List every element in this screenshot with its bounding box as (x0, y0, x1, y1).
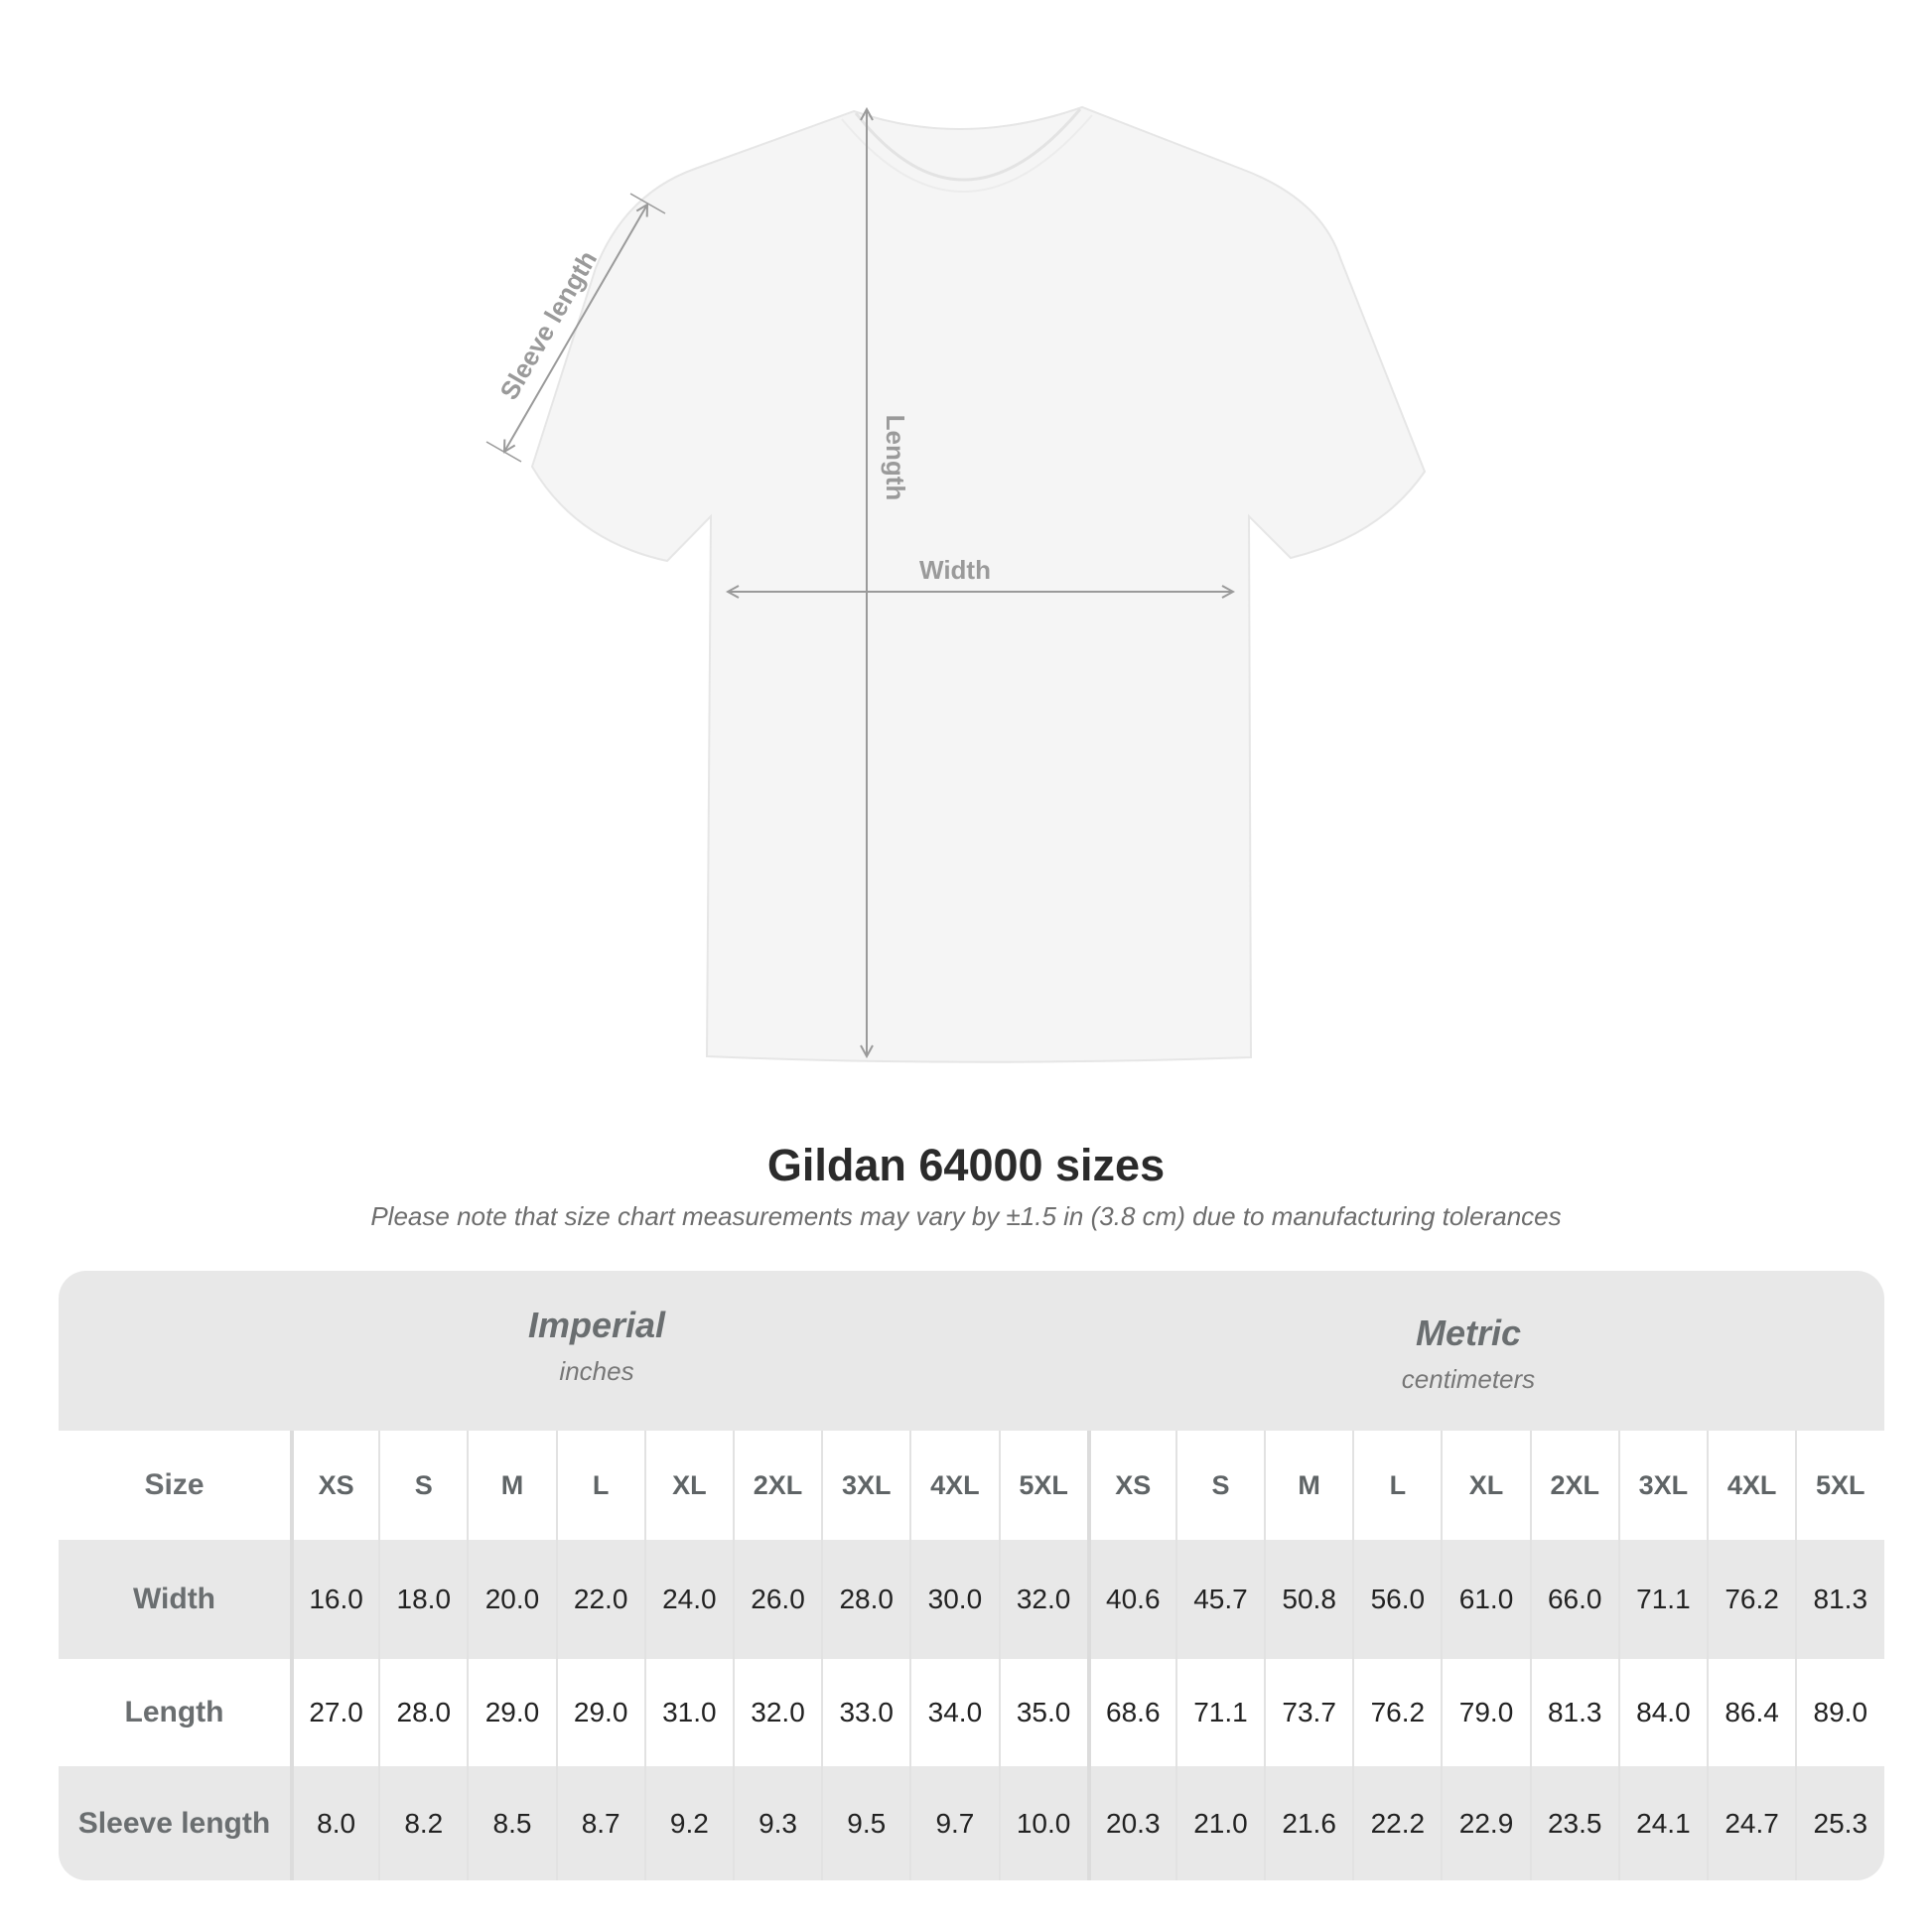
size-header-metric: 2XL (1529, 1431, 1618, 1540)
metric-value-cell: 71.1 (1174, 1659, 1264, 1766)
metric-header: Metric centimeters (1171, 1312, 1766, 1395)
metric-value-cell: 84.0 (1617, 1659, 1707, 1766)
size-header-imperial: 4XL (909, 1431, 998, 1540)
imperial-value-cell: 10.0 (998, 1766, 1087, 1880)
imperial-value-cell: 20.0 (467, 1540, 555, 1659)
imperial-value-cell: 9.5 (821, 1766, 909, 1880)
imperial-value-cell: 22.0 (555, 1540, 644, 1659)
imperial-value-cell: 30.0 (909, 1540, 998, 1659)
table-row: Width 16.0 18.0 20.0 22.0 24.0 26.0 28.0 30.0 32.… (59, 1540, 1884, 1659)
metric-value-cell: 68.6 (1086, 1659, 1175, 1766)
size-header-row: Size XS S M L XL 2XL 3XL 4XL 5XL XS S M L XL 2XL 3XL 4XL 5… (59, 1431, 1884, 1540)
imperial-value-cell: 8.0 (290, 1766, 378, 1880)
metric-value-cell: 76.2 (1707, 1540, 1795, 1659)
imperial-value-cell: 32.0 (732, 1659, 821, 1766)
row-label: Sleeve length (77, 1806, 271, 1840)
metric-value-cell: 76.2 (1352, 1659, 1441, 1766)
units-header: Imperial inches Metric centimeters (59, 1271, 1884, 1431)
imperial-value-cell: 8.5 (467, 1766, 555, 1880)
size-label: Size (144, 1468, 205, 1501)
metric-value-cell: 24.7 (1707, 1766, 1795, 1880)
size-header-metric: S (1174, 1431, 1264, 1540)
metric-value-cell: 79.0 (1441, 1659, 1529, 1766)
size-header-metric: 4XL (1707, 1431, 1795, 1540)
size-header-metric: XS (1086, 1431, 1175, 1540)
metric-value-cell: 20.3 (1086, 1766, 1175, 1880)
table-row: Length 27.0 28.0 29.0 29.0 31.0 32.0 33.0 34.0 35… (59, 1659, 1884, 1766)
metric-value-cell: 86.4 (1707, 1659, 1795, 1766)
size-header-imperial: XL (643, 1431, 733, 1540)
page-title: Gildan 64000 sizes (766, 1140, 1166, 1190)
imperial-value-cell: 8.7 (555, 1766, 644, 1880)
metric-value-cell: 24.1 (1617, 1766, 1707, 1880)
imperial-value-cell: 24.0 (643, 1540, 733, 1659)
table-row: Sleeve length 8.0 8.2 8.5 8.7 9.2 9.3 9.5 9.7 10.… (59, 1766, 1884, 1880)
size-header-imperial: 2XL (732, 1431, 821, 1540)
metric-value-cell: 21.0 (1174, 1766, 1264, 1880)
imperial-value-cell: 29.0 (467, 1659, 555, 1766)
metric-value-cell: 50.8 (1264, 1540, 1352, 1659)
imperial-title: Imperial (527, 1305, 666, 1345)
imperial-value-cell: 33.0 (821, 1659, 909, 1766)
size-table: Imperial inches Metric centimeters Size X… (59, 1271, 1884, 1880)
tshirt-collar (854, 108, 1082, 182)
metric-value-cell: 22.2 (1352, 1766, 1441, 1880)
size-header-metric: M (1264, 1431, 1352, 1540)
row-label: Width (132, 1583, 216, 1615)
metric-value-cell: 22.9 (1441, 1766, 1529, 1880)
metric-value-cell: 23.5 (1529, 1766, 1618, 1880)
metric-value-cell: 81.3 (1795, 1540, 1883, 1659)
size-header-imperial: 5XL (998, 1431, 1087, 1540)
metric-value-cell: 21.6 (1264, 1766, 1352, 1880)
imperial-value-cell: 29.0 (555, 1659, 644, 1766)
size-header-imperial: S (378, 1431, 467, 1540)
width-label: Width (919, 555, 991, 585)
metric-value-cell: 73.7 (1264, 1659, 1352, 1766)
metric-value-cell: 40.6 (1086, 1540, 1175, 1659)
metric-value-cell: 45.7 (1174, 1540, 1264, 1659)
imperial-value-cell: 16.0 (290, 1540, 378, 1659)
imperial-value-cell: 28.0 (821, 1540, 909, 1659)
metric-value-cell: 61.0 (1441, 1540, 1529, 1659)
metric-value-cell: 56.0 (1352, 1540, 1441, 1659)
imperial-value-cell: 31.0 (643, 1659, 733, 1766)
imperial-value-cell: 26.0 (732, 1540, 821, 1659)
size-header-metric: L (1352, 1431, 1441, 1540)
metric-unit: centimeters (1401, 1364, 1536, 1394)
size-header-metric: 5XL (1795, 1431, 1883, 1540)
imperial-value-cell: 28.0 (378, 1659, 467, 1766)
tshirt-diagram: Width Length Sleeve length (485, 105, 1427, 1063)
imperial-value-cell: 8.2 (378, 1766, 467, 1880)
row-label: Length (124, 1696, 224, 1728)
imperial-value-cell: 18.0 (378, 1540, 467, 1659)
size-header-metric: XL (1441, 1431, 1529, 1540)
sleeve-arrow (504, 205, 647, 452)
metric-value-cell: 66.0 (1529, 1540, 1618, 1659)
metric-value-cell: 89.0 (1795, 1659, 1883, 1766)
tolerance-note: Please note that size chart measurements… (370, 1201, 1562, 1231)
size-header-imperial: 3XL (821, 1431, 909, 1540)
imperial-value-cell: 9.3 (732, 1766, 821, 1880)
imperial-value-cell: 34.0 (909, 1659, 998, 1766)
imperial-value-cell: 27.0 (290, 1659, 378, 1766)
metric-value-cell: 81.3 (1529, 1659, 1618, 1766)
size-header-imperial: M (467, 1431, 555, 1540)
metric-value-cell: 25.3 (1795, 1766, 1883, 1880)
length-label: Length (881, 415, 910, 501)
imperial-value-cell: 35.0 (998, 1659, 1087, 1766)
imperial-unit: inches (559, 1356, 634, 1386)
tshirt-shape (530, 105, 1427, 1063)
imperial-header: Imperial inches (299, 1305, 895, 1387)
size-header-imperial: XS (290, 1431, 378, 1540)
size-header-metric: 3XL (1617, 1431, 1707, 1540)
imperial-value-cell: 9.7 (909, 1766, 998, 1880)
size-header-imperial: L (555, 1431, 644, 1540)
imperial-value-cell: 9.2 (643, 1766, 733, 1880)
metric-value-cell: 71.1 (1617, 1540, 1707, 1659)
metric-title: Metric (1415, 1312, 1522, 1353)
imperial-value-cell: 32.0 (998, 1540, 1087, 1659)
